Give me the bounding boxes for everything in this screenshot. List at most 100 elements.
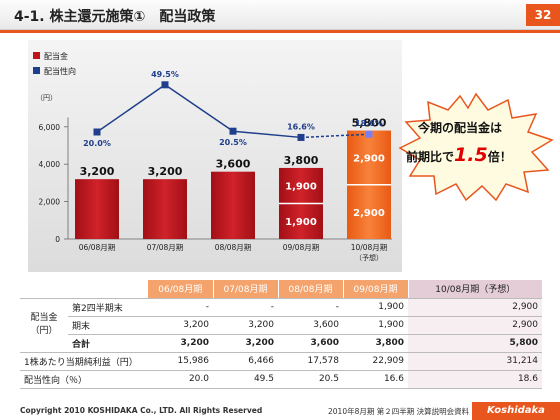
company-logo: Koshidaka bbox=[472, 402, 560, 420]
bar-segment-label: 2,900 bbox=[353, 208, 385, 219]
x-tick-label: 08/08月期 bbox=[215, 243, 252, 252]
table-header-blank bbox=[20, 280, 148, 299]
footer-copyright: Copyright 2010 KOSHIDAKA Co., LTD. All R… bbox=[20, 406, 263, 415]
table-cell: 3,200 bbox=[213, 316, 278, 335]
table-cell: 3,600 bbox=[278, 334, 343, 353]
bar-total-label: 3,200 bbox=[80, 165, 115, 178]
bar-total-label: 3,600 bbox=[216, 158, 251, 171]
bar-segment-second-half bbox=[347, 130, 391, 185]
payout-line-segment bbox=[232, 130, 302, 139]
chart-legend: 配当金 配当性向 bbox=[33, 51, 76, 76]
bar-total-label: 3,200 bbox=[148, 165, 183, 178]
table-row: 配当金 （円） 第2四半期末 - - - 1,900 2,900 bbox=[20, 298, 542, 353]
payout-line-segment bbox=[164, 84, 234, 132]
table-header-cell: 06/08月期 bbox=[148, 280, 214, 299]
footer-document-name: 2010年8月期 第２四半期 決算説明会資料 bbox=[328, 407, 470, 416]
table-cell: 31,214 bbox=[408, 352, 542, 371]
table-header-forecast: 10/08月期（予想） bbox=[408, 280, 542, 299]
payout-label: 18.6% bbox=[355, 119, 383, 128]
table-header-cell: 09/08月期 bbox=[343, 280, 409, 299]
table-cell: 3,200 bbox=[213, 334, 278, 353]
y-tick-label: 4,000 bbox=[39, 160, 61, 169]
callout-line-2: 前期比で1.5倍！ bbox=[406, 144, 512, 166]
table-row: 1株あたり当期純利益（円） 15,986 6,466 17,578 22,909… bbox=[20, 352, 542, 371]
table-header-cell: 07/08月期 bbox=[213, 280, 279, 299]
header-accent-line bbox=[0, 30, 560, 33]
table-cell: - bbox=[278, 298, 343, 317]
legend-payout-label: 配当性向 bbox=[44, 66, 76, 76]
y-tick-label: 2,000 bbox=[39, 198, 61, 207]
bar-segment-first-half bbox=[347, 184, 391, 239]
footer: Copyright 2010 KOSHIDAKA Co., LTD. All R… bbox=[0, 402, 560, 420]
payout-point bbox=[229, 127, 237, 135]
bar-total-label: 5,800 bbox=[352, 117, 387, 130]
table-cell: 16.6 bbox=[343, 370, 408, 389]
table-cell: - bbox=[213, 298, 278, 317]
callout-burst bbox=[398, 92, 554, 202]
y-tick-label: 6,000 bbox=[39, 123, 61, 132]
x-axis-labels: 06/08月期 07/08月期 08/08月期 09/08月期 10/08月期（予想） bbox=[79, 243, 388, 262]
x-tick-label: 06/08月期 bbox=[79, 243, 116, 252]
x-tick-label: 07/08月期 bbox=[147, 243, 184, 252]
bar bbox=[211, 171, 255, 239]
payout-point bbox=[93, 128, 101, 136]
callout-burst-shape bbox=[398, 92, 554, 202]
table-cell: 1,900 bbox=[343, 316, 408, 335]
page-title: 4-1. 株主還元施策① 配当政策 bbox=[14, 9, 216, 25]
table-cell: 18.6 bbox=[408, 370, 542, 389]
table-cell: 5,800 bbox=[408, 334, 542, 353]
payout-line-segment bbox=[96, 84, 166, 133]
bar-segment-label: 2,900 bbox=[353, 154, 385, 165]
bar-segment-label: 1,900 bbox=[285, 182, 317, 193]
table-cell: 2,900 bbox=[408, 316, 542, 335]
payout-label: 20.5% bbox=[219, 138, 247, 147]
table-cell: 3,200 bbox=[148, 316, 213, 335]
legend-payout-swatch bbox=[33, 67, 40, 74]
payout-point bbox=[365, 130, 373, 138]
page-number: 32 bbox=[526, 4, 560, 26]
row-group-label-text: 配当金 （円） bbox=[30, 313, 58, 336]
x-tick-note: （予想） bbox=[355, 253, 383, 262]
bar-segment-first-half bbox=[279, 203, 323, 239]
bar-total-label: 3,800 bbox=[284, 154, 319, 167]
table-header-cell: 08/08月期 bbox=[278, 280, 344, 299]
row-group-label: 配当金 （円） bbox=[20, 298, 68, 353]
table-cell: 2,900 bbox=[408, 298, 542, 317]
bars-group: 3,200 3,200 3,600 1,900 1,900 3,800 2,900 2,900… bbox=[75, 117, 391, 239]
table-cell: 1,900 bbox=[343, 298, 408, 317]
table-row: 配当性向（％） 20.0 49.5 20.5 16.6 18.6 bbox=[20, 370, 542, 389]
x-tick-label: 09/08月期 bbox=[283, 243, 320, 252]
table-cell: 49.5 bbox=[213, 370, 278, 389]
x-tick-label: 10/08月期 bbox=[351, 243, 388, 252]
row-label: 期末 bbox=[68, 316, 148, 335]
payout-line-group: 20.0% 49.5% 20.5% 16.6% 18.6% bbox=[83, 70, 383, 148]
table-cell: 20.0 bbox=[148, 370, 213, 389]
table-cell: 17,578 bbox=[278, 352, 343, 371]
bar-segment-label: 1,900 bbox=[285, 217, 317, 228]
table-cell: - bbox=[148, 298, 213, 317]
payout-point bbox=[297, 133, 305, 141]
table-cell: 6,466 bbox=[213, 352, 278, 371]
table-row: 合計 3,200 3,200 3,600 3,800 5,800 bbox=[20, 334, 542, 353]
table-cell: 3,600 bbox=[278, 316, 343, 335]
y-axis-unit: （円） bbox=[36, 94, 57, 102]
table-cell: 22,909 bbox=[343, 352, 408, 371]
callout-multiplier: 1.5 bbox=[454, 144, 488, 166]
dividend-table: 06/08月期 07/08月期 08/08月期 09/08月期 10/08月期（… bbox=[20, 280, 542, 389]
row-label: 第2四半期末 bbox=[68, 298, 148, 317]
payout-label: 16.6% bbox=[287, 122, 315, 131]
table-cell: 3,800 bbox=[343, 334, 408, 353]
callout-prefix: 前期比で bbox=[406, 150, 455, 164]
row-label: 配当性向（％） bbox=[20, 370, 148, 389]
row-label: 1株あたり当期純利益（円） bbox=[20, 352, 148, 371]
payout-label: 49.5% bbox=[151, 70, 179, 79]
y-tick-label: 0 bbox=[55, 235, 60, 244]
payout-point bbox=[161, 81, 169, 89]
payout-label: 20.0% bbox=[83, 139, 111, 148]
callout-line-1: 今期の配当金は bbox=[418, 121, 503, 135]
table-cell: 20.5 bbox=[278, 370, 343, 389]
callout-suffix: 倍！ bbox=[487, 150, 512, 164]
payout-line-segment bbox=[300, 133, 370, 139]
row-label: 合計 bbox=[68, 334, 148, 353]
